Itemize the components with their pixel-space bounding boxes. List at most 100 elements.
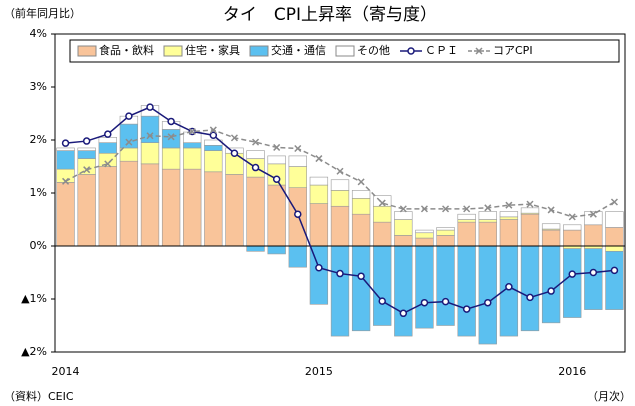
bar: [309, 184, 329, 204]
bar: [183, 168, 202, 247]
line-marker: [505, 201, 513, 209]
bar: [478, 211, 497, 220]
bar: [541, 245, 561, 324]
line-marker: [230, 149, 239, 157]
line-marker: [294, 144, 302, 153]
line-marker: [209, 126, 217, 134]
line-marker: [104, 130, 112, 138]
bar: [330, 190, 350, 207]
line-marker: [230, 134, 238, 142]
line-marker: [399, 309, 408, 318]
line-marker: [125, 138, 133, 146]
line-marker: [420, 298, 429, 307]
bar: [394, 235, 413, 247]
line-marker: [547, 206, 555, 214]
bar: [246, 245, 265, 252]
bar: [373, 195, 392, 207]
bar: [330, 205, 350, 247]
line-marker: [336, 167, 344, 175]
bar: [478, 245, 497, 345]
legend-label: ＣＰＩ: [425, 44, 458, 57]
bar: [98, 142, 117, 154]
bar: [605, 227, 624, 247]
y-tick-label: ▲1%: [21, 292, 47, 305]
bar: [394, 245, 413, 337]
bar: [415, 229, 434, 234]
line-marker: [589, 210, 597, 218]
line-marker: [568, 213, 576, 221]
bar: [267, 155, 286, 165]
line-marker: [167, 133, 175, 141]
bar: [330, 245, 350, 337]
bar: [478, 221, 497, 247]
line-marker: [272, 175, 281, 183]
bar: [563, 229, 582, 247]
bar: [436, 235, 455, 247]
line-marker: [526, 200, 534, 208]
legend-swatch: [77, 45, 97, 57]
line-marker: [610, 198, 618, 206]
bar: [436, 227, 455, 231]
line-marker: [547, 287, 555, 295]
bar: [140, 115, 160, 143]
bar: [605, 251, 624, 310]
bar: [541, 223, 561, 230]
legend-swatch: [163, 45, 183, 57]
line-marker: [294, 210, 302, 218]
bar: [246, 176, 265, 247]
line-marker: [83, 166, 91, 174]
bar: [225, 174, 244, 247]
y-tick-label: 3%: [30, 80, 47, 93]
bar: [77, 150, 96, 159]
bar: [204, 150, 223, 173]
bar: [161, 147, 181, 170]
bar: [288, 155, 307, 167]
line-marker: [146, 132, 154, 140]
bar: [541, 229, 561, 247]
line-marker: [420, 205, 428, 213]
bar: [457, 245, 476, 337]
bar: [584, 248, 603, 310]
bar: [183, 142, 202, 149]
bar: [584, 224, 603, 247]
line-marker: [357, 272, 365, 280]
bar: [605, 245, 624, 252]
line-marker: [167, 117, 175, 126]
bar: [457, 213, 476, 220]
line-marker: [610, 266, 619, 275]
bar: [56, 150, 75, 170]
bar: [183, 147, 202, 170]
bar: [119, 123, 139, 149]
bar: [267, 184, 286, 247]
bar: [140, 142, 160, 165]
legend-label: その他: [357, 44, 390, 57]
bar: [373, 221, 392, 247]
line-marker: [209, 131, 218, 139]
line-marker: [336, 269, 344, 278]
y-tick-label: 4%: [30, 27, 47, 40]
bar: [520, 207, 540, 214]
bar: [373, 245, 392, 326]
line-marker: [378, 199, 386, 207]
bar: [98, 137, 117, 143]
line-marker: [251, 163, 260, 172]
x-tick-label: 2015: [305, 365, 333, 378]
bar: [309, 176, 329, 186]
y-tick-label: 0%: [30, 239, 47, 252]
bar: [394, 211, 413, 220]
line-marker: [484, 298, 492, 307]
legend-label: コアCPI: [493, 44, 533, 57]
line-marker: [61, 139, 70, 147]
line-marker: [62, 177, 70, 185]
bar: [478, 219, 497, 223]
line-marker: [462, 305, 471, 313]
legend-label: 交通・通信: [271, 43, 326, 57]
line-marker: [315, 263, 323, 272]
line-marker: [378, 297, 386, 305]
x-tick-label: 2014: [52, 365, 80, 378]
bar: [267, 245, 286, 255]
y-tick-label: 2%: [30, 133, 47, 146]
bar: [563, 224, 582, 231]
line-marker: [146, 103, 154, 111]
line-marker: [399, 205, 407, 213]
